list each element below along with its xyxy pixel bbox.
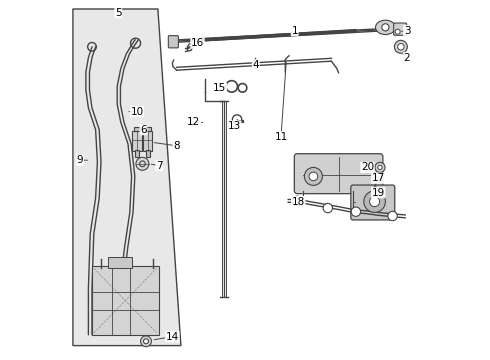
FancyBboxPatch shape [393,23,407,35]
Circle shape [394,40,407,53]
Bar [135,150,139,157]
FancyBboxPatch shape [92,266,159,335]
Text: 14: 14 [166,332,179,342]
Text: 11: 11 [274,132,288,142]
FancyBboxPatch shape [169,36,178,48]
Text: 2: 2 [404,53,410,63]
Text: 15: 15 [213,83,226,93]
Polygon shape [73,9,181,346]
Text: 1: 1 [292,26,298,36]
FancyBboxPatch shape [351,185,395,220]
Text: 18: 18 [292,197,305,207]
Circle shape [140,161,145,167]
Bar [146,150,150,157]
Text: 13: 13 [227,121,241,131]
Bar [134,127,140,131]
Circle shape [388,211,397,221]
FancyBboxPatch shape [294,154,383,194]
Circle shape [293,196,302,206]
Circle shape [136,157,149,170]
Text: 4: 4 [252,60,259,70]
Text: 5: 5 [115,8,122,18]
Text: 9: 9 [77,155,83,165]
Text: 7: 7 [156,161,163,171]
Bar [145,127,151,131]
Bar [143,131,152,151]
Circle shape [309,172,318,181]
Text: 8: 8 [173,141,180,151]
Circle shape [375,162,385,172]
Circle shape [364,191,386,212]
Text: 3: 3 [404,26,410,36]
Circle shape [398,44,404,50]
Circle shape [323,203,333,213]
Circle shape [144,339,148,344]
Text: 10: 10 [130,107,144,117]
Bar [132,131,142,151]
Text: 19: 19 [371,188,385,198]
Text: 6: 6 [140,125,147,135]
Circle shape [141,336,151,347]
Text: 20: 20 [361,162,374,172]
Text: 12: 12 [187,117,200,127]
Text: 17: 17 [371,173,385,183]
Text: 16: 16 [191,38,204,48]
Bar [108,257,132,268]
Circle shape [369,197,380,207]
Ellipse shape [375,20,395,35]
Circle shape [395,29,400,34]
Circle shape [351,207,361,216]
Circle shape [304,167,322,185]
Circle shape [382,24,389,31]
Circle shape [378,165,382,170]
